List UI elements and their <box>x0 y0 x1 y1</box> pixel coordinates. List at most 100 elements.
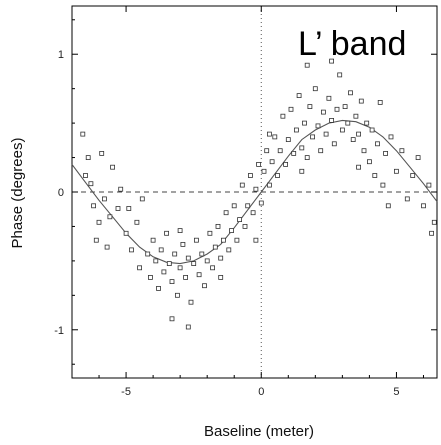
data-point <box>261 168 267 174</box>
data-point <box>318 148 324 154</box>
data-point <box>223 210 229 216</box>
data-point <box>283 161 289 167</box>
data-point <box>361 148 367 154</box>
data-point <box>272 134 278 140</box>
data-point <box>177 265 183 271</box>
data-point <box>210 265 216 271</box>
data-point <box>215 223 221 229</box>
data-point <box>337 72 343 78</box>
data-point <box>285 137 291 143</box>
data-point <box>266 182 272 188</box>
data-point <box>150 237 156 243</box>
sine-fit-curve <box>71 119 438 265</box>
data-point <box>329 58 335 64</box>
data-point <box>147 274 153 280</box>
data-point <box>193 237 199 243</box>
data-point <box>334 106 340 112</box>
data-point <box>180 241 186 247</box>
data-point <box>320 109 326 115</box>
data-point <box>137 265 143 271</box>
data-point <box>169 279 175 285</box>
data-point <box>134 219 140 225</box>
data-point <box>174 292 180 298</box>
data-point <box>126 206 132 211</box>
data-point <box>277 148 283 154</box>
data-point <box>377 100 383 105</box>
data-point <box>253 186 259 192</box>
data-point <box>91 203 96 209</box>
data-point <box>350 137 356 143</box>
data-point <box>331 141 337 147</box>
data-point <box>345 120 351 126</box>
data-point <box>366 159 372 165</box>
data-point <box>220 237 226 243</box>
data-point <box>104 244 110 250</box>
data-point <box>339 127 345 133</box>
data-point <box>185 324 191 330</box>
data-point <box>172 251 178 257</box>
data-point <box>177 228 183 234</box>
data-point <box>164 230 170 236</box>
data-point <box>304 62 310 68</box>
data-point <box>88 181 94 187</box>
data-point <box>291 150 297 156</box>
data-point <box>183 274 189 280</box>
data-point <box>80 131 86 137</box>
data-point <box>118 186 124 192</box>
data-point <box>288 106 294 112</box>
data-point <box>212 244 218 250</box>
data-point <box>299 145 305 151</box>
data-point <box>266 131 272 137</box>
data-point <box>145 251 151 257</box>
y-tick-label: 1 <box>58 49 64 61</box>
data-point <box>253 237 259 243</box>
data-point <box>404 196 410 202</box>
data-point <box>421 203 426 209</box>
data-point <box>218 255 224 261</box>
data-point <box>250 210 256 216</box>
data-point <box>264 148 270 154</box>
data-point <box>83 173 88 178</box>
data-point <box>353 113 359 119</box>
data-point <box>237 217 243 223</box>
data-point <box>426 182 432 188</box>
data-point <box>431 219 437 225</box>
data-point <box>375 141 380 147</box>
data-point <box>410 173 416 178</box>
data-point <box>115 206 121 211</box>
data-point <box>329 118 335 123</box>
data-point <box>196 272 202 278</box>
data-point <box>372 173 378 178</box>
data-point <box>388 134 394 140</box>
data-point <box>380 182 386 188</box>
data-point <box>156 285 161 291</box>
data-point <box>123 230 129 236</box>
data-point <box>399 148 405 154</box>
data-point <box>188 299 194 305</box>
data-point <box>296 93 302 98</box>
data-point <box>96 219 102 225</box>
data-point <box>258 200 264 206</box>
data-point <box>110 164 115 170</box>
data-point <box>415 155 421 161</box>
y-tick-label: -1 <box>54 325 64 337</box>
data-point <box>280 113 286 119</box>
y-tick-label: 0 <box>58 187 64 199</box>
data-point <box>256 161 262 167</box>
data-point <box>129 247 134 253</box>
data-point <box>226 247 232 253</box>
data-point <box>199 251 205 257</box>
x-tick-label: 0 <box>258 386 264 398</box>
data-point <box>229 228 234 234</box>
data-point <box>304 155 310 161</box>
data-point <box>247 173 253 178</box>
data-point <box>342 104 348 109</box>
data-point <box>139 196 145 202</box>
data-point <box>356 164 362 170</box>
data-point <box>202 283 207 289</box>
data-point <box>169 316 175 322</box>
data-point <box>383 150 389 156</box>
x-tick-label: 5 <box>393 386 399 398</box>
data-point <box>107 214 113 220</box>
